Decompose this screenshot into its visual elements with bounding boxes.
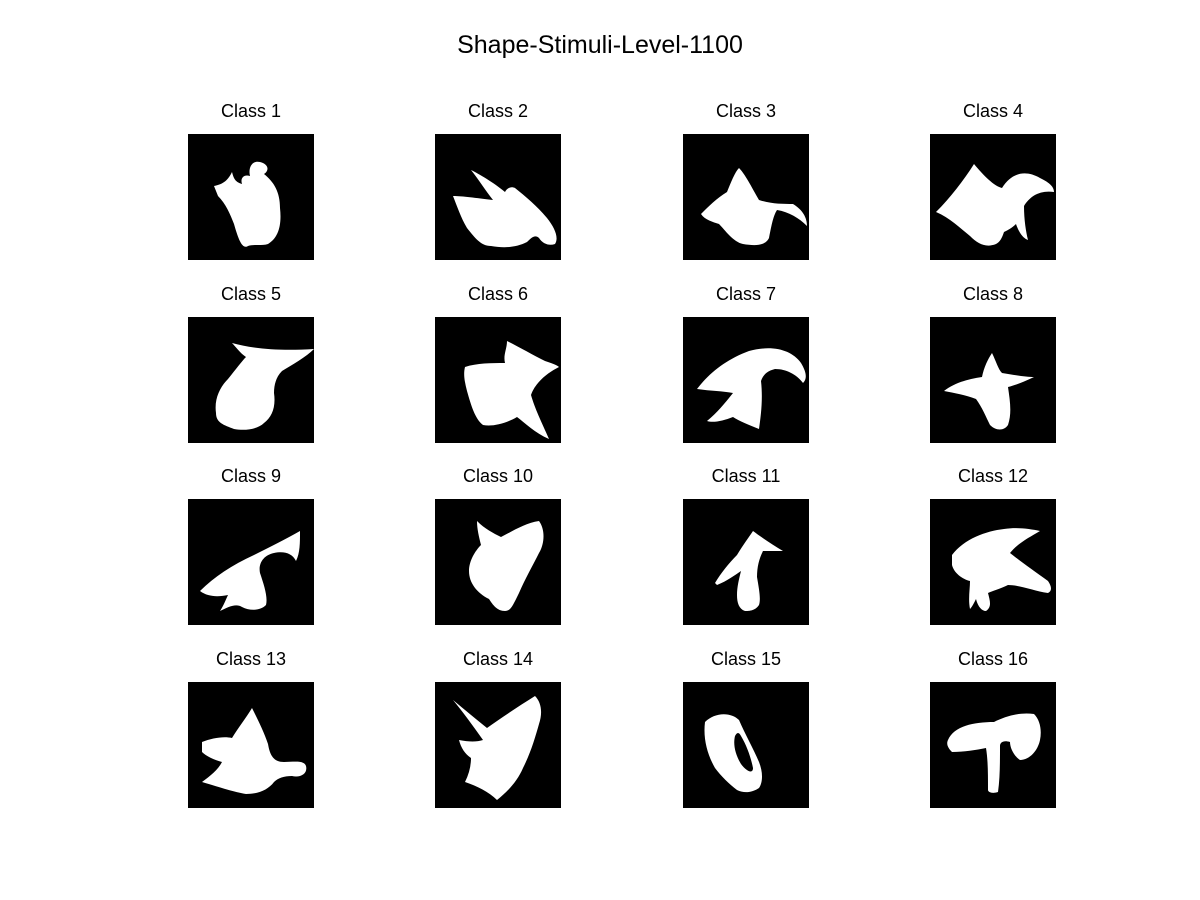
panel-class-12: Class 12 [930, 465, 1056, 625]
panel-label: Class 14 [462, 649, 534, 669]
stimulus-image [683, 134, 809, 260]
panel-label: Class 6 [467, 284, 529, 304]
shape-2-icon [453, 170, 557, 248]
panel-label: Class 2 [467, 101, 529, 121]
shape-13-icon [202, 708, 307, 794]
stimulus-image [930, 499, 1056, 625]
stimulus-image [188, 134, 314, 260]
stimulus-image [188, 499, 314, 625]
stimulus-image [435, 134, 561, 260]
panel-label: Class 10 [462, 466, 534, 486]
panel-label: Class 15 [710, 649, 782, 669]
shape-1-icon [214, 161, 281, 247]
shape-3-icon [701, 168, 807, 246]
panel-label: Class 11 [711, 466, 781, 486]
shape-6-icon [464, 341, 559, 439]
stimulus-image [930, 682, 1056, 808]
panel-label: Class 13 [215, 649, 287, 669]
panel-label: Class 5 [220, 284, 282, 304]
stimulus-image [435, 499, 561, 625]
stimulus-image [683, 317, 809, 443]
panel-class-9: Class 9 [188, 465, 314, 625]
panel-class-14: Class 14 [435, 648, 561, 808]
panel-class-6: Class 6 [435, 283, 561, 443]
shape-8-icon [944, 353, 1034, 430]
shape-11-icon [715, 531, 783, 611]
panel-label: Class 8 [962, 284, 1024, 304]
panel-class-4: Class 4 [930, 100, 1056, 260]
panel-class-1: Class 1 [188, 100, 314, 260]
panel-label: Class 1 [220, 101, 282, 121]
panel-class-16: Class 16 [930, 648, 1056, 808]
stimulus-image [435, 682, 561, 808]
shape-12-icon [952, 528, 1051, 611]
panel-class-15: Class 15 [683, 648, 809, 808]
panel-label: Class 9 [220, 466, 282, 486]
stimulus-image [683, 499, 809, 625]
stimulus-image [683, 682, 809, 808]
stimulus-image [930, 317, 1056, 443]
panel-class-3: Class 3 [683, 100, 809, 260]
panel-label: Class 7 [715, 284, 777, 304]
panel-label: Class 4 [962, 101, 1024, 121]
stimulus-image [930, 134, 1056, 260]
panel-class-11: Class 11 [683, 465, 809, 625]
stimulus-image [435, 317, 561, 443]
panel-class-8: Class 8 [930, 283, 1056, 443]
panel-class-5: Class 5 [188, 283, 314, 443]
stimulus-image [188, 317, 314, 443]
shape-14-icon [453, 696, 542, 800]
panel-label: Class 16 [957, 649, 1029, 669]
panel-label: Class 3 [715, 101, 777, 121]
shape-9-icon [200, 531, 300, 611]
panel-label: Class 12 [957, 466, 1029, 486]
shape-4-icon [936, 164, 1054, 246]
panel-class-7: Class 7 [683, 283, 809, 443]
stimulus-image [188, 682, 314, 808]
panel-class-2: Class 2 [435, 100, 561, 260]
shape-16-icon [947, 713, 1041, 793]
figure-title: Shape-Stimuli-Level-1100 [457, 31, 743, 59]
shape-7-icon [697, 348, 806, 429]
shape-10-icon [469, 521, 544, 611]
panel-class-10: Class 10 [435, 465, 561, 625]
panel-class-13: Class 13 [188, 648, 314, 808]
shape-15-icon [704, 714, 762, 793]
shape-5-icon [215, 343, 314, 430]
